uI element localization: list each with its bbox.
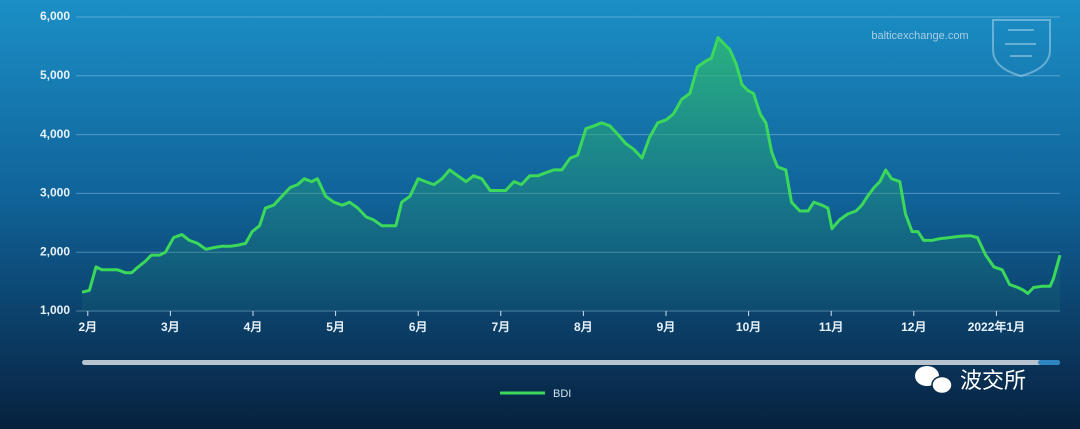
x-tick-label: 9月	[657, 320, 676, 334]
plot: BDI	[81, 36, 1062, 400]
x-tick-label: 11月	[819, 320, 844, 334]
x-tick-label: 2月	[78, 320, 97, 334]
y-tick-label: 1,000	[40, 303, 70, 317]
y-tick-label: 3,000	[40, 186, 70, 200]
y-tick-label: 6,000	[40, 9, 70, 23]
scrollbar-handle[interactable]	[1038, 360, 1060, 365]
x-tick-label: 6月	[409, 320, 428, 334]
y-tick-label: 5,000	[40, 68, 70, 82]
x-tick-label: 3月	[161, 320, 180, 334]
x-tick-label: 4月	[244, 320, 263, 334]
x-tick-label: 12月	[901, 320, 926, 334]
x-tick-label: 7月	[491, 320, 510, 334]
area	[82, 37, 1060, 311]
watermark: balticexchange.com	[871, 30, 968, 42]
y-tick-label: 4,000	[40, 127, 70, 141]
y-tick-label: 2,000	[40, 244, 70, 258]
x-tick-label: 10月	[736, 320, 761, 334]
logo	[992, 19, 1051, 78]
x-tick-label: 2022年1月	[968, 319, 1025, 334]
overlay-text: 波交所	[960, 368, 1026, 393]
line	[81, 36, 1062, 295]
scrollbar[interactable]	[82, 360, 1060, 365]
x-tick-label: 8月	[574, 320, 593, 334]
wechat-icon	[915, 366, 953, 395]
x-tick-label: 5月	[326, 320, 345, 334]
legend-label: BDI	[553, 388, 571, 400]
